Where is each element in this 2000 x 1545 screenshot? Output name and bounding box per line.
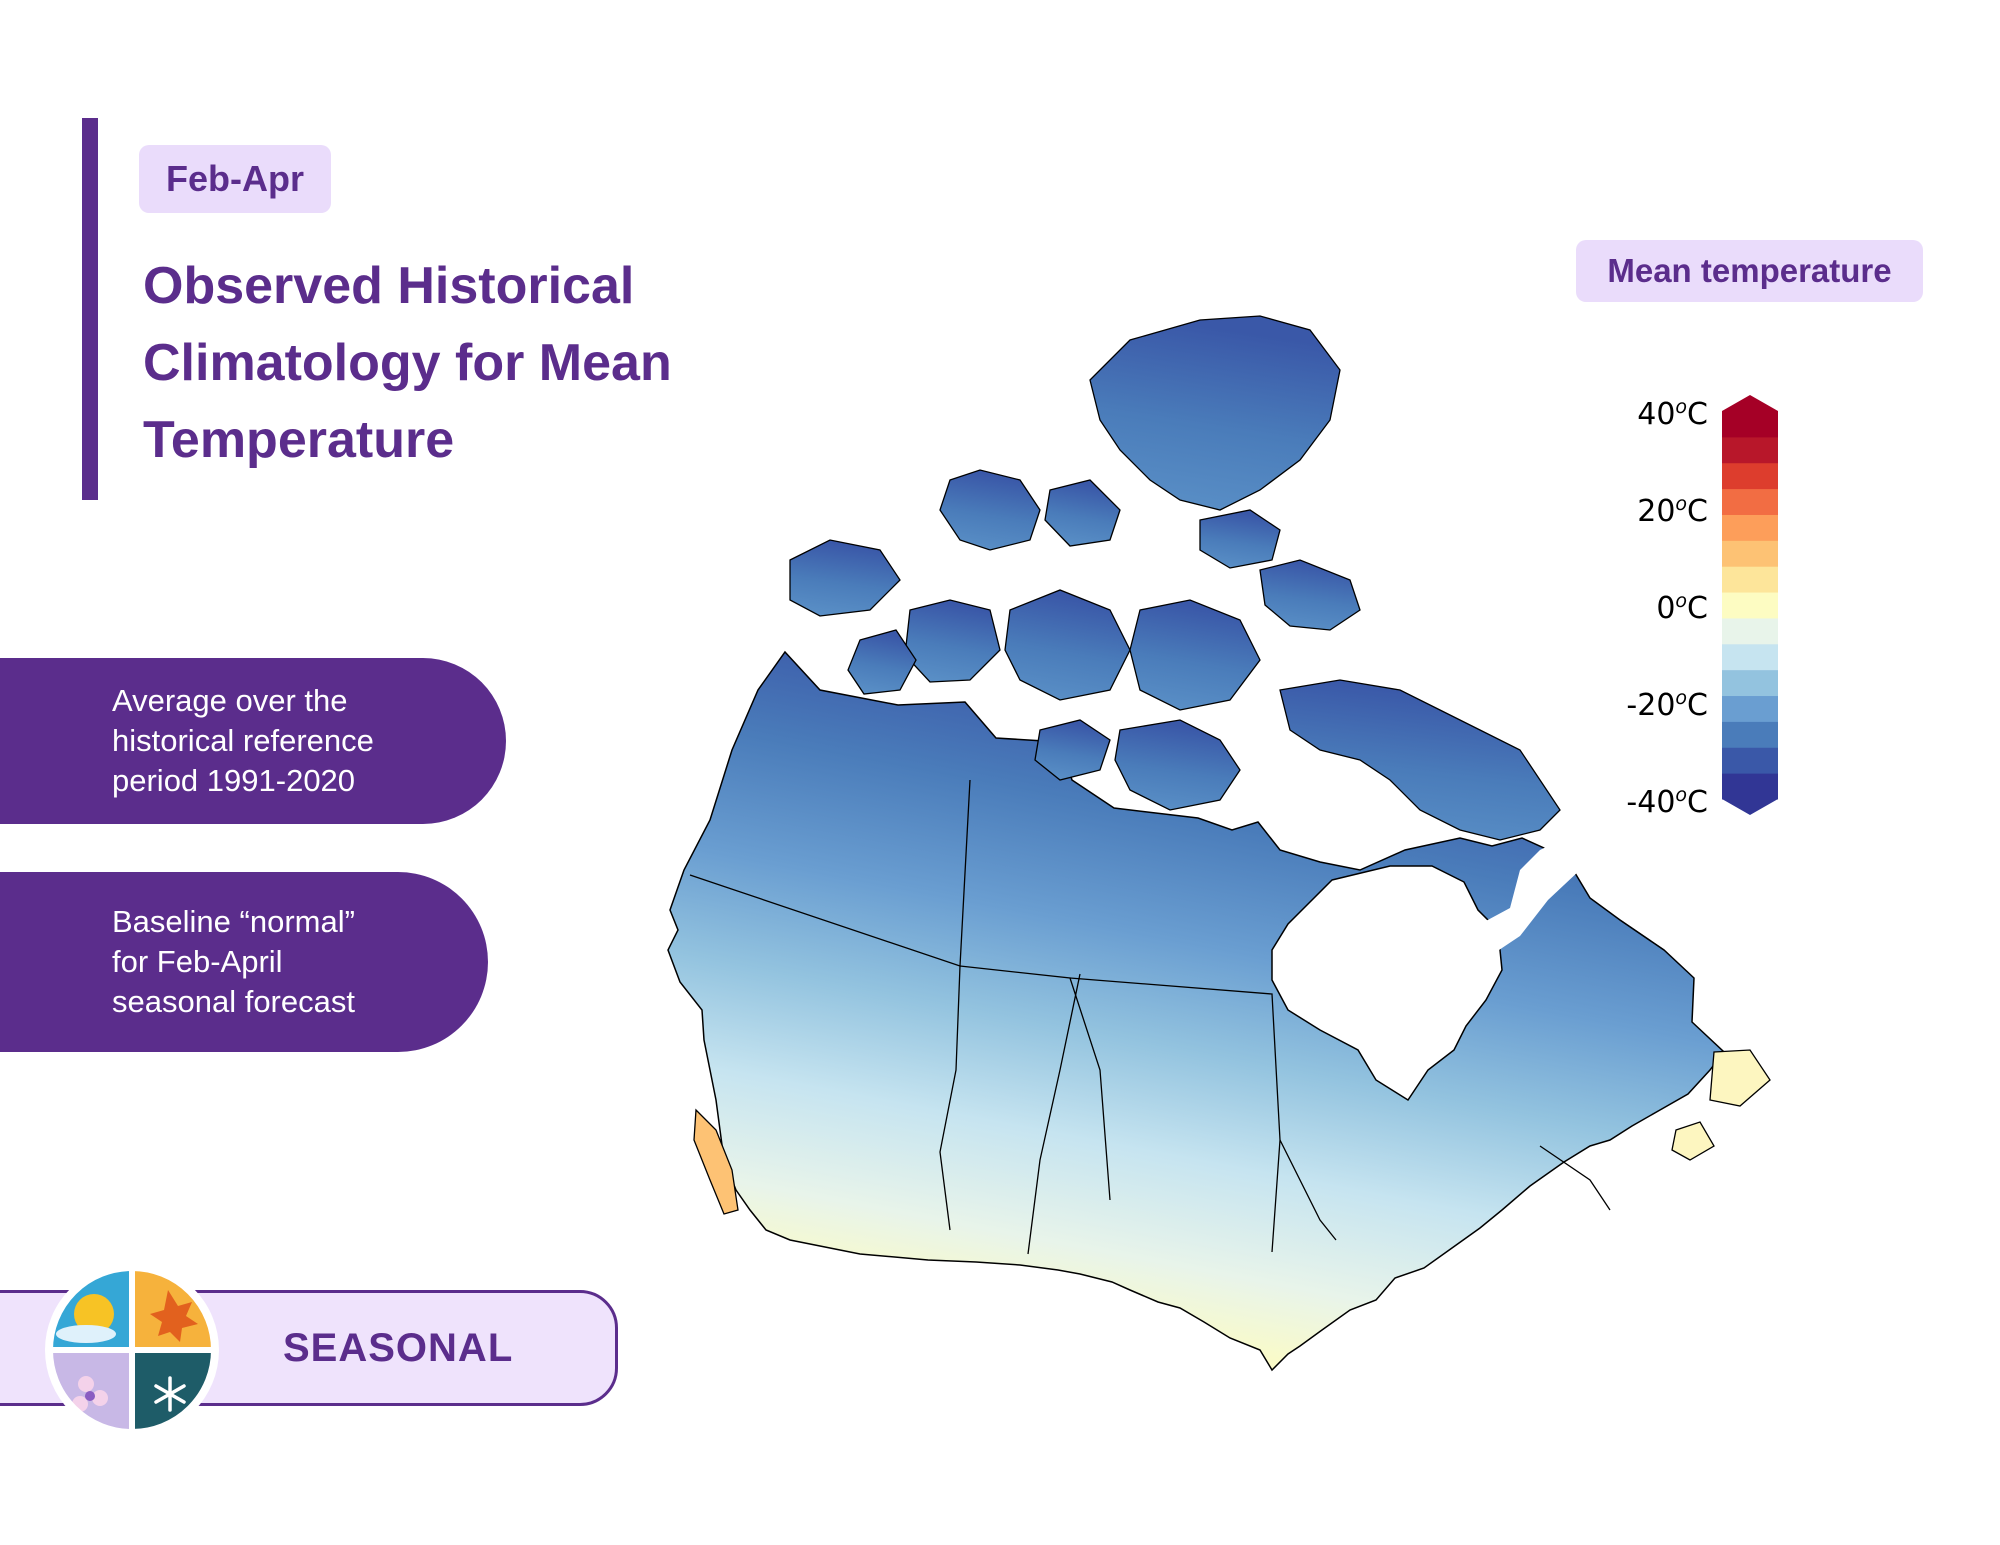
page-title: Observed Historical Climatology for Mean… — [143, 248, 823, 479]
hudson-bay — [1271, 840, 1580, 1102]
colorbar-swatch — [1722, 436, 1778, 464]
info-box-reference-period: Average over the historical reference pe… — [0, 658, 506, 824]
season-tag: Feb-Apr — [139, 145, 331, 213]
colorbar-swatch — [1722, 643, 1778, 671]
colorbar-swatch — [1722, 773, 1778, 800]
colorbar-swatch — [1722, 540, 1778, 567]
colorbar-swatch — [1722, 592, 1778, 619]
colorbar-tick-label: 40oC — [1637, 396, 1708, 432]
info-line: Baseline “normal” — [112, 904, 355, 939]
vancouver-island — [693, 1108, 739, 1215]
info-line: Average over the — [112, 683, 348, 718]
colorbar-tick-label: -20oC — [1626, 687, 1708, 723]
colorbar-swatch — [1722, 488, 1778, 515]
winter-snowflake-icon — [135, 1353, 212, 1430]
info-box-baseline: Baseline “normal” for Feb-April seasonal… — [0, 872, 488, 1052]
info-line: seasonal forecast — [112, 984, 355, 1019]
info-line: for Feb-April — [112, 944, 283, 979]
seasonal-label: SEASONAL — [283, 1326, 514, 1370]
colorbar-swatch — [1722, 695, 1778, 722]
colorbar-tick-label: 0oC — [1656, 590, 1708, 626]
colorbar-swatch — [1722, 462, 1778, 490]
title-line-1: Observed Historical — [143, 257, 635, 315]
colorbar-cap-top — [1722, 395, 1778, 411]
summer-sun-icon — [52, 1270, 129, 1347]
accent-bar — [82, 118, 98, 500]
mainland — [667, 650, 1726, 1372]
colorbar-swatch — [1722, 617, 1778, 645]
arctic-islands — [789, 315, 1561, 841]
atlantic-islands — [1671, 1049, 1771, 1161]
spring-flower-icon — [52, 1353, 129, 1430]
colorbar-swatch — [1722, 566, 1778, 593]
colorbar-swatch — [1722, 669, 1778, 697]
colorbar-swatch — [1722, 514, 1778, 541]
seasons-icon — [45, 1263, 219, 1437]
info-line: period 1991-2020 — [112, 763, 356, 798]
autumn-leaf-icon — [135, 1270, 212, 1347]
province-borders — [689, 779, 1665, 1255]
colorbar-swatch — [1722, 747, 1778, 774]
colorbar-swatch — [1722, 411, 1778, 438]
info-line: historical reference — [112, 723, 374, 758]
colorbar-swatch — [1722, 721, 1778, 748]
colorbar — [1722, 395, 1778, 815]
title-line-3: Temperature — [143, 411, 455, 469]
legend-title: Mean temperature — [1576, 240, 1923, 302]
colorbar-tick-label: -40oC — [1626, 784, 1708, 820]
title-line-2: Climatology for Mean — [143, 334, 672, 392]
canada-temperature-map — [667, 315, 1771, 1372]
colorbar-tick-label: 20oC — [1637, 493, 1708, 529]
colorbar-cap-bottom — [1722, 799, 1778, 815]
